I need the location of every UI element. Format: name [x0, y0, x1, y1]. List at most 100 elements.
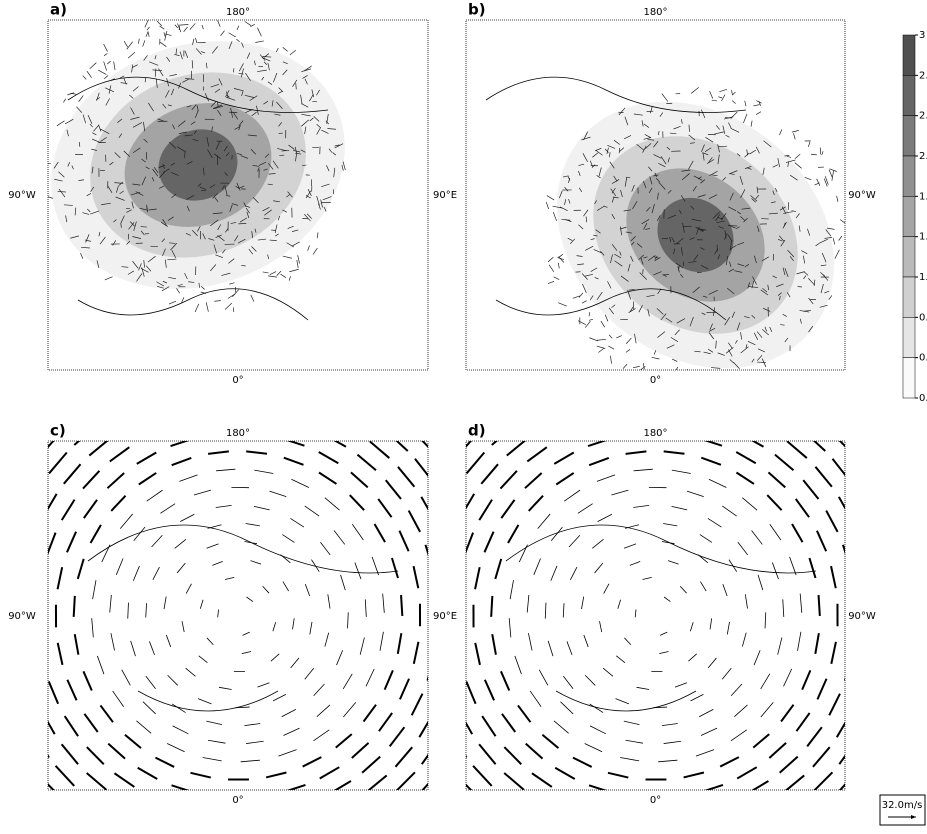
vector	[290, 50, 296, 55]
vector	[62, 744, 78, 764]
vector	[425, 545, 432, 568]
vector	[171, 439, 192, 446]
vector	[896, 671, 904, 699]
vector	[186, 668, 196, 676]
vector	[492, 427, 513, 445]
vector	[567, 815, 591, 824]
vector	[608, 346, 614, 349]
vector	[722, 506, 736, 516]
vector	[257, 811, 281, 815]
vector	[187, 15, 192, 20]
vector	[241, 760, 260, 762]
vector	[580, 366, 608, 373]
panel-label: d)	[468, 422, 486, 440]
vector	[84, 714, 97, 732]
vector	[44, 494, 57, 516]
vector	[507, 439, 527, 455]
vector	[813, 772, 832, 791]
vector	[662, 94, 668, 102]
vector	[631, 415, 655, 417]
vector	[753, 734, 769, 747]
vector	[114, 61, 115, 70]
vector	[435, 582, 438, 606]
vector	[5, 551, 11, 578]
vector	[758, 575, 763, 590]
vector	[438, 489, 451, 513]
vector	[642, 577, 651, 579]
vector	[314, 684, 325, 696]
vector	[761, 674, 770, 689]
vector	[529, 496, 543, 511]
vector	[370, 441, 390, 458]
vector	[479, 744, 495, 764]
vector	[243, 632, 250, 635]
vector	[190, 23, 195, 29]
vector	[880, 708, 892, 734]
vector	[5, 717, 18, 743]
top-label: 180°	[643, 7, 667, 18]
vector	[780, 757, 798, 773]
vector	[701, 458, 721, 465]
vector	[110, 595, 112, 613]
vector	[17, 465, 33, 489]
vector	[829, 694, 840, 716]
vector	[664, 451, 685, 453]
vector	[127, 375, 154, 386]
side-label: 90°W	[848, 190, 876, 201]
vector	[892, 522, 901, 550]
vector	[608, 773, 628, 778]
vector	[271, 654, 279, 661]
vector	[299, 817, 323, 826]
vector	[822, 151, 823, 155]
vector	[440, 751, 457, 775]
vector	[490, 808, 513, 826]
vector	[297, 260, 298, 268]
vector	[761, 702, 773, 717]
vector	[422, 551, 428, 578]
vector	[190, 773, 210, 778]
vector	[737, 767, 756, 778]
vector	[722, 668, 731, 679]
vector	[419, 715, 432, 737]
vector	[626, 338, 631, 344]
vector	[563, 676, 573, 689]
vector	[832, 171, 834, 181]
vector	[284, 728, 300, 735]
vector	[83, 471, 99, 489]
vector	[578, 504, 593, 514]
vector	[291, 479, 308, 487]
vector	[599, 808, 623, 813]
vector	[855, 680, 864, 704]
vector	[753, 105, 759, 106]
vector	[630, 561, 640, 565]
vector	[641, 366, 646, 370]
vector	[131, 641, 136, 656]
vector	[84, 500, 97, 518]
vector	[768, 472, 785, 487]
vector	[751, 121, 752, 127]
vector	[237, 361, 266, 363]
vector	[675, 811, 699, 815]
vector	[219, 815, 243, 816]
vector	[199, 656, 208, 663]
vector	[320, 767, 339, 778]
vector	[702, 785, 723, 792]
vector	[337, 650, 343, 665]
vector	[403, 644, 408, 673]
vector	[559, 254, 563, 257]
vector	[712, 100, 717, 101]
vector	[802, 670, 810, 689]
vector	[247, 597, 253, 602]
vector	[446, 676, 455, 700]
vector	[779, 129, 781, 135]
vector	[79, 96, 84, 102]
vector	[559, 430, 581, 440]
vector	[700, 535, 712, 543]
vector	[268, 276, 277, 277]
vector	[585, 321, 590, 327]
vector	[160, 26, 165, 29]
vector	[419, 626, 422, 653]
vector	[685, 369, 687, 378]
vector	[245, 21, 251, 25]
vector	[283, 439, 304, 446]
